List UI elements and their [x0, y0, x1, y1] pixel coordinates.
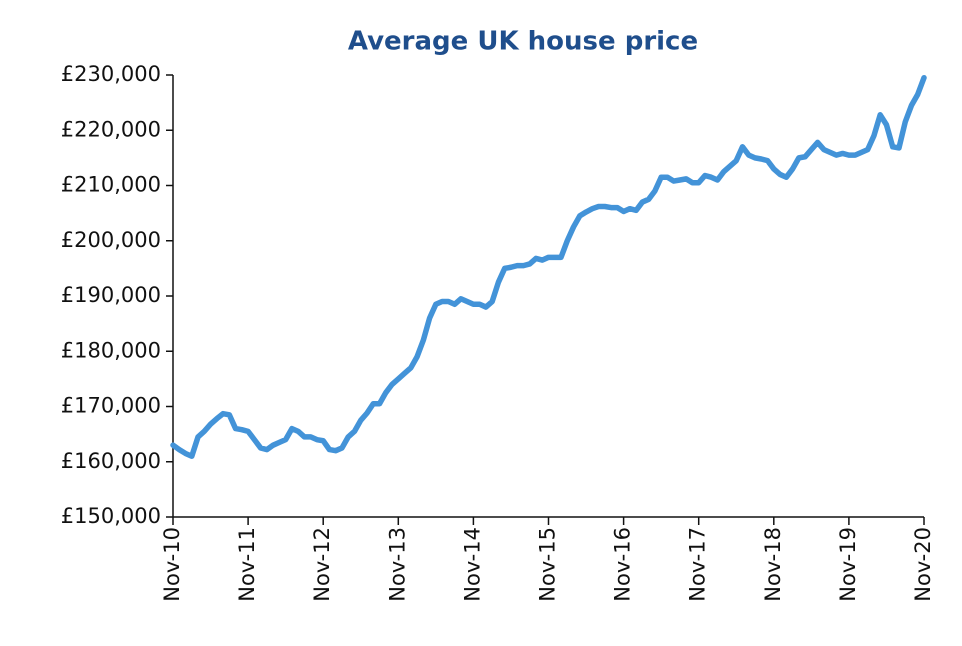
y-tick-label: £160,000	[61, 449, 161, 473]
x-tick-label: Nov-15	[536, 527, 560, 602]
x-tick-label: Nov-11	[235, 527, 259, 602]
x-tick-label: Nov-13	[385, 527, 409, 602]
x-tick-label: Nov-14	[460, 527, 484, 602]
y-tick-label: £210,000	[61, 173, 161, 197]
y-tick-label: £200,000	[61, 228, 161, 252]
y-tick-label: £180,000	[61, 338, 161, 362]
x-tick-label: Nov-17	[686, 527, 710, 602]
x-tick-label: Nov-19	[836, 527, 860, 602]
y-tick-label: £150,000	[61, 504, 161, 528]
x-tick-label: Nov-18	[761, 527, 785, 602]
x-tick-label: Nov-10	[160, 527, 184, 602]
x-tick-label: Nov-12	[310, 527, 334, 602]
y-tick-label: £220,000	[61, 117, 161, 141]
y-tick-label: £170,000	[61, 394, 161, 418]
y-tick-label: £190,000	[61, 283, 161, 307]
price-line	[170, 75, 927, 459]
chart-title: Average UK house price	[348, 27, 698, 57]
x-tick-label: Nov-20	[911, 527, 935, 602]
y-tick-label: £230,000	[61, 62, 161, 86]
x-tick-label: Nov-16	[611, 527, 635, 602]
